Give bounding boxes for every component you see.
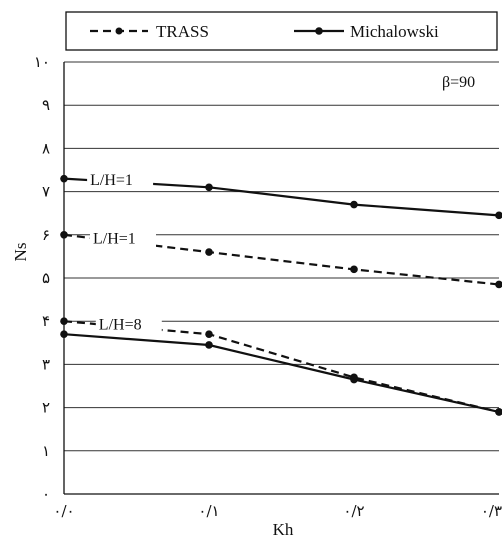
curve-label-bg-0 (87, 169, 154, 190)
legend-marker-michalowski (315, 27, 323, 35)
y-tick-label-4: ۴ (42, 312, 50, 330)
legend: TRASS Michalowski (65, 11, 498, 51)
legend-label-michalowski: Michalowski (350, 22, 439, 41)
y-tick-label-5: ۵ (42, 269, 50, 287)
data-point-3-0 (60, 330, 68, 338)
curve-label-2: L/H=8 (99, 316, 142, 333)
curve-label-bg-1 (90, 227, 156, 248)
y-tick-label-0: ۰ (42, 485, 50, 503)
series-line-0-trass (63, 233, 500, 286)
x-tick-label-2: ۰/۲ (343, 502, 364, 520)
y-tick-label-7: ۷ (42, 183, 50, 201)
legend-label-trass: TRASS (156, 22, 209, 41)
curve-label-0: L/H=1 (90, 172, 133, 189)
y-tick-label-1: ۱ (42, 442, 50, 460)
curve-label-1: L/H=1 (93, 230, 136, 247)
data-point-3-1 (205, 341, 213, 349)
data-point-1-0 (60, 174, 68, 183)
legend-marker-trass (115, 27, 123, 35)
data-point-1-3 (495, 211, 502, 220)
y-tick-label-6: ۶ (42, 226, 50, 244)
y-tick-label-8: ۸ (42, 139, 50, 157)
series-group (60, 174, 502, 416)
y-axis-label: Ns (11, 243, 30, 262)
y-tick-label-9: ۹ (42, 96, 50, 114)
gridlines (64, 61, 499, 495)
data-point-0-2 (350, 265, 358, 274)
y-tick-label-3: ۳ (42, 355, 50, 373)
data-point-3-2 (350, 375, 358, 384)
x-tick-label-1: ۰/۱ (198, 502, 219, 520)
legend-frame (65, 11, 498, 51)
x-tick-labels: ۰/۰ ۰/۱ ۰/۲ ۰/۳ (53, 502, 502, 520)
data-point-0-3 (495, 280, 502, 289)
x-tick-label-3: ۰/۳ (481, 502, 502, 520)
curve-label-bg-2 (95, 313, 162, 334)
beta-annotation: β=90 (442, 74, 475, 91)
data-point-1-2 (350, 200, 358, 209)
curve-labels: L/H=1 L/H=1 L/H=8 (87, 169, 162, 334)
series-line-3-michalowski (63, 333, 500, 413)
y-tick-label-2: ۲ (42, 399, 50, 417)
data-point-1-1 (205, 183, 213, 192)
data-point-2-1 (205, 330, 213, 338)
axes (63, 62, 499, 495)
y-tick-labels: ۰ ۱ ۲ ۳ ۴ ۵ ۶ ۷ ۸ ۹ ۱۰ (34, 53, 50, 503)
x-axis-label: Kh (273, 520, 294, 539)
data-point-0-1 (205, 248, 213, 256)
data-point-0-0 (60, 231, 68, 239)
data-point-3-3 (495, 408, 502, 416)
x-tick-label-0: ۰/۰ (53, 502, 74, 520)
data-point-2-0 (60, 317, 68, 326)
y-tick-label-10: ۱۰ (34, 53, 50, 71)
